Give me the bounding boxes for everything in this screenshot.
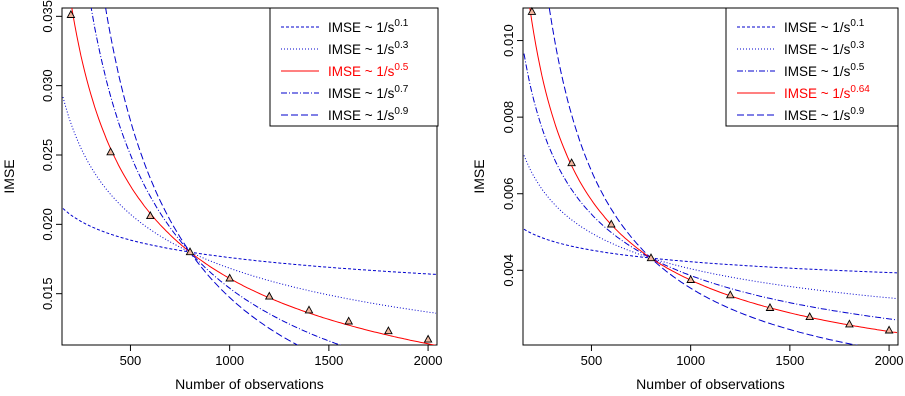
data-point — [304, 305, 314, 314]
y-tick-label: 0.025 — [40, 139, 55, 172]
legend-label-exponent: 0.1 — [394, 18, 408, 29]
legend-label-exponent: 0.3 — [394, 40, 408, 51]
data-point — [423, 334, 433, 343]
legend-label: IMSE ~ 1/s0.7 — [328, 84, 409, 101]
data-point — [765, 302, 775, 311]
curves — [523, 8, 898, 345]
legend-label-text: IMSE ~ 1/s — [328, 108, 395, 123]
y-tick-label: 0.010 — [501, 24, 516, 57]
legend-label-text: IMSE ~ 1/s — [784, 64, 851, 79]
y-axis-label: IMSE — [471, 159, 487, 193]
plot-frame — [61, 7, 438, 346]
series-line-exp-0-9 — [105, 8, 299, 345]
legend-label-text: IMSE ~ 1/s — [328, 42, 395, 57]
legend-label: IMSE ~ 1/s0.9 — [328, 106, 409, 123]
series-line-exp-0-1 — [62, 208, 437, 275]
data-point — [66, 9, 76, 18]
y-tick-label: 0.008 — [501, 101, 516, 134]
x-tick-label: 2000 — [875, 353, 904, 368]
series-line-exp-0-9 — [548, 8, 859, 345]
data-point — [567, 158, 576, 167]
x-tick-label: 1500 — [775, 353, 804, 368]
x-axis-label: Number of observations — [636, 376, 785, 392]
legend-label-exponent: 0.1 — [850, 18, 864, 29]
x-tick-label: 2000 — [414, 353, 443, 368]
legend-label-text: IMSE ~ 1/s — [784, 108, 851, 123]
data-point — [686, 274, 696, 283]
legend-label-exponent: 0.5 — [394, 62, 408, 73]
series-line-exp-0-7 — [90, 8, 342, 345]
data-point — [845, 319, 854, 328]
legend-label: IMSE ~ 1/s0.9 — [784, 106, 865, 123]
legend-box — [269, 7, 439, 127]
data-point — [725, 290, 735, 299]
legend-label: IMSE ~ 1/s0.1 — [328, 18, 409, 35]
y-tick-label: 0.006 — [501, 177, 516, 210]
data-point — [884, 325, 894, 334]
y-axis-label: IMSE — [1, 159, 17, 193]
data-point — [145, 211, 155, 220]
y-tick-label: 0.004 — [501, 254, 516, 287]
series-line-exp-0-5 — [523, 53, 898, 321]
series-line-exp-0-5 — [71, 8, 437, 345]
legend-label-text: IMSE ~ 1/s — [784, 86, 851, 101]
data-point — [344, 316, 354, 325]
legend-label-exponent: 0.3 — [850, 40, 864, 51]
data-point — [106, 147, 115, 156]
legend-label-text: IMSE ~ 1/s — [328, 20, 395, 35]
x-tick-label: 1000 — [215, 353, 244, 368]
y-tick-label: 0.015 — [40, 277, 55, 310]
legend-label: IMSE ~ 1/s0.64 — [784, 84, 870, 101]
data-point — [805, 312, 815, 321]
legend-box — [725, 7, 899, 127]
legend-label: IMSE ~ 1/s0.3 — [328, 40, 409, 57]
legend-label-exponent: 0.5 — [850, 62, 864, 73]
chart-panel-1: 500 1000 1500 2000 0.015 0.020 0.025 0.030 0.035… — [1, 0, 443, 392]
legend-label-exponent: 0.9 — [850, 106, 864, 117]
legend-label: IMSE ~ 1/s0.3 — [784, 40, 865, 57]
chart-panel-2: 500 1000 1500 2000 0.004 0.006 0.008 0.010 Numbe… — [471, 6, 904, 392]
curves — [62, 8, 437, 345]
legend-label-text: IMSE ~ 1/s — [784, 42, 851, 57]
series-line-exp-0-1 — [523, 228, 898, 274]
series-line-exp-0-64 — [529, 8, 898, 334]
y-tick-label: 0.020 — [40, 208, 55, 241]
x-tick-label: 500 — [120, 353, 142, 368]
series-line-exp-0-3 — [523, 155, 898, 300]
legend-label: IMSE ~ 1/s0.5 — [328, 62, 409, 79]
data-point — [185, 247, 195, 256]
data-point — [646, 253, 656, 262]
legend-label-text: IMSE ~ 1/s — [328, 86, 395, 101]
x-tick-label: 500 — [581, 353, 603, 368]
x-tick-label: 1000 — [676, 353, 705, 368]
data-point — [527, 6, 537, 15]
legend-label-exponent: 0.64 — [850, 84, 870, 95]
y-tick-label: 0.035 — [40, 0, 55, 33]
data-point — [225, 273, 235, 282]
legend-label: IMSE ~ 1/s0.5 — [784, 62, 865, 79]
x-tick-label: 1500 — [314, 353, 343, 368]
legend-label-exponent: 0.9 — [394, 106, 408, 117]
plot-frame — [522, 7, 899, 346]
legend-label-text: IMSE ~ 1/s — [784, 20, 851, 35]
legend-label-exponent: 0.7 — [394, 84, 408, 95]
data-point — [606, 219, 616, 228]
y-tick-label: 0.030 — [40, 69, 55, 102]
data-point — [264, 291, 274, 300]
legend-label-text: IMSE ~ 1/s — [328, 64, 395, 79]
data-point — [384, 326, 393, 335]
series-line-exp-0-3 — [62, 96, 437, 314]
legend-label: IMSE ~ 1/s0.1 — [784, 18, 865, 35]
x-axis-label: Number of observations — [175, 376, 324, 392]
